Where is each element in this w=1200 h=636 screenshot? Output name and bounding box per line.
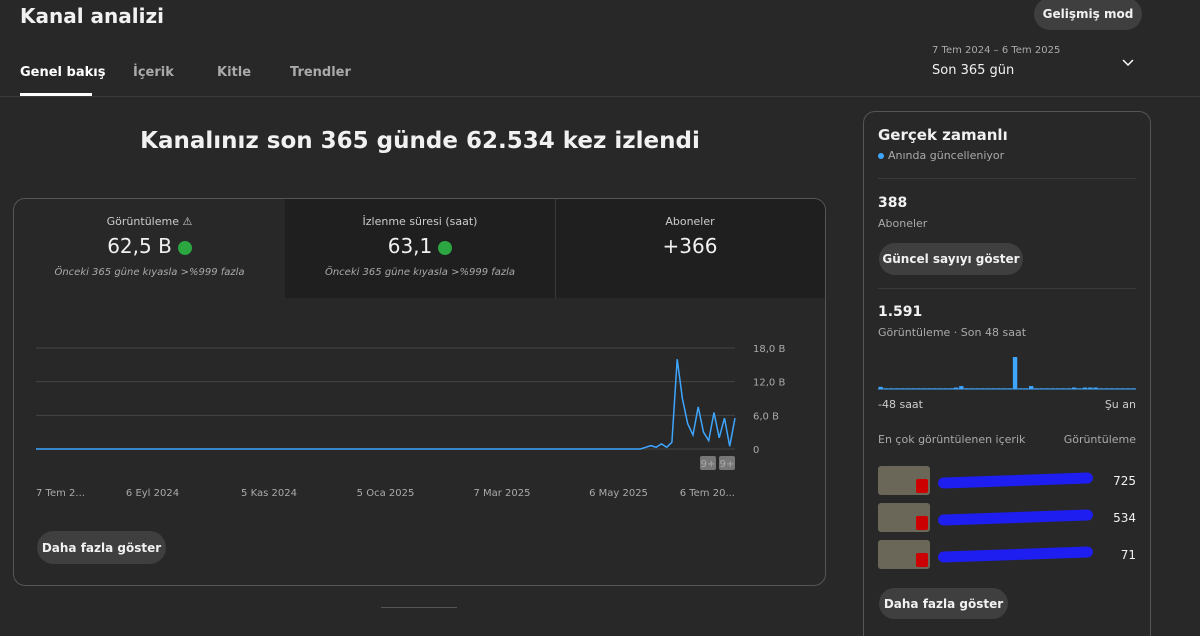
page-title: Kanal analizi	[20, 4, 164, 28]
bar	[878, 386, 883, 389]
y-tick-label: 6,0 B	[753, 411, 779, 422]
date-range-label[interactable]: Son 365 gün	[932, 63, 1015, 78]
bar	[1072, 387, 1077, 389]
tab-underline	[20, 93, 92, 96]
chevron[interactable]	[1120, 56, 1136, 70]
metric-label[interactable]: Aboneler	[665, 215, 715, 228]
x-tick-label: 6 Tem 20...	[680, 488, 735, 499]
tab[interactable]: Trendler	[290, 65, 351, 80]
content-views: 534	[1113, 511, 1136, 525]
x-tick-label: 6 Eyl 2024	[126, 488, 179, 499]
scroll-hint	[381, 607, 457, 608]
bar	[1012, 357, 1018, 389]
badge	[700, 456, 716, 470]
divider	[878, 288, 1136, 289]
y-tick-label: 12,0 B	[753, 378, 785, 389]
y-tick-label: 0	[753, 445, 759, 456]
x-tick-label: 5 Kas 2024	[241, 488, 297, 499]
y-tick-label: 18,0 B	[753, 344, 785, 355]
metric-comparison: Önceki 365 güne kıyasla >%999 fazla	[54, 267, 245, 278]
metric-label-text: Görüntüleme	[106, 215, 179, 228]
metric-comparison: Önceki 365 güne kıyasla >%999 fazla	[324, 267, 516, 278]
date-range[interactable]: 7 Tem 2024 – 6 Tem 2025	[932, 45, 1061, 56]
content-views: 725	[1113, 474, 1136, 488]
series-line	[36, 359, 736, 450]
divider	[878, 178, 1136, 179]
metric-value-text: 63,1	[387, 234, 433, 258]
more-button[interactable]: Daha fazla göster	[37, 531, 166, 564]
tab[interactable]: İçerik	[133, 65, 174, 80]
up-icon	[177, 240, 192, 255]
axis-start: -48 saat	[878, 398, 923, 411]
top-content-column: Görüntüleme	[1063, 433, 1136, 446]
advanced-button[interactable]: Gelişmiş mod	[1034, 0, 1142, 30]
divider	[555, 199, 556, 298]
divider	[0, 96, 1200, 97]
thumbnail[interactable]	[878, 540, 930, 569]
metric-value: 62,5 B	[14, 234, 285, 258]
axis-end: Şu an	[1104, 398, 1136, 411]
views-label: Görüntüleme · Son 48 saat	[878, 326, 1027, 339]
chart-card: Görüntüleme ⚠ 62,5 B Önceki 365 güne kıy…	[13, 198, 826, 586]
x-tick-label: 7 Mar 2025	[473, 488, 530, 499]
metric-value-text: 62,5 B	[107, 234, 172, 258]
badge-label: 9+	[720, 459, 735, 470]
tab[interactable]: Kitle	[217, 65, 252, 80]
subscriber-count: 388	[878, 195, 908, 211]
bar	[1088, 387, 1093, 389]
x-tick-label: 5 Oca 2025	[357, 488, 415, 499]
realtime-more-button[interactable]: Daha fazla göster	[879, 588, 1008, 619]
content-views: 71	[1120, 548, 1136, 562]
bar	[959, 386, 964, 389]
x-tick-label: 6 May 2025	[589, 488, 648, 499]
headline: Kanalınız son 365 günde 62.534 kez izlen…	[140, 128, 700, 154]
x-tick-label: 7 Tem 2...	[36, 488, 85, 499]
badge-label: 9+	[701, 459, 716, 470]
bar	[953, 387, 959, 389]
live-count-button[interactable]: Güncel sayıyı göster	[879, 243, 1023, 275]
bar	[1082, 387, 1088, 389]
line-chart: 18,0 B 12,0 B 6,0 B 0 7 Tem 2... 6 Eyl 2024 5 …	[36, 344, 785, 499]
metric-label[interactable]: İzlenme süresi (saat)	[362, 215, 478, 228]
metric-label[interactable]: Görüntüleme ⚠	[106, 215, 193, 228]
badge	[719, 456, 735, 470]
subscriber-label: Aboneler	[878, 217, 928, 230]
realtime-card	[863, 111, 1151, 636]
top-content-title: En çok görüntülenen içerik	[878, 433, 1026, 446]
realtime-status: Anında güncelleniyor	[878, 149, 1004, 162]
metric-value: 63,1	[285, 234, 555, 258]
metric-value: +366	[662, 234, 718, 258]
thumbnail[interactable]	[878, 503, 930, 532]
thumbnail[interactable]	[878, 466, 930, 495]
status-text: Anında güncelleniyor	[888, 149, 1005, 162]
bar	[1093, 387, 1098, 389]
bar	[1029, 386, 1034, 389]
realtime-title: Gerçek zamanlı	[878, 126, 1008, 144]
tab[interactable]: Genel bakış	[20, 65, 106, 80]
realtime-bars	[878, 357, 1136, 390]
views-count: 1.591	[878, 304, 923, 320]
up-icon	[438, 240, 453, 255]
